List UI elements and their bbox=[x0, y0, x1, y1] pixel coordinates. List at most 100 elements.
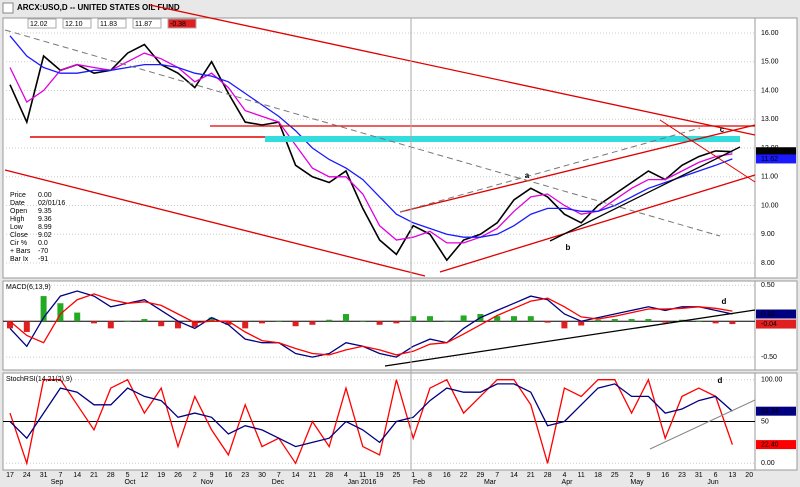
histogram-bar bbox=[628, 319, 635, 322]
histogram-bar bbox=[712, 321, 719, 324]
x-tick-label: 30 bbox=[258, 472, 266, 479]
month-label: Nov bbox=[201, 479, 214, 486]
series-line bbox=[9, 35, 733, 238]
x-tick-label: 2 bbox=[630, 472, 634, 479]
y-tick-label: 11.00 bbox=[761, 174, 778, 181]
y-tick-label: 100.00 bbox=[761, 377, 783, 384]
histogram-bar bbox=[460, 315, 467, 322]
histogram-bar bbox=[40, 296, 47, 322]
x-tick-label: 14 bbox=[510, 472, 518, 479]
x-tick-label: 18 bbox=[594, 472, 602, 479]
series-line bbox=[9, 383, 733, 448]
last-value-tag bbox=[756, 309, 796, 319]
histogram-bar bbox=[443, 321, 450, 322]
last-value-tag bbox=[756, 406, 796, 416]
last-value-tag bbox=[756, 319, 796, 329]
x-tick-label: 11 bbox=[578, 472, 585, 479]
histogram-bar bbox=[225, 321, 232, 325]
quote-box bbox=[97, 18, 127, 29]
histogram-bar bbox=[595, 319, 601, 322]
trendline bbox=[4, 29, 721, 237]
histogram-bar bbox=[158, 321, 165, 327]
x-tick-label: 20 bbox=[745, 472, 753, 479]
histogram-bar bbox=[410, 316, 417, 322]
histogram-bar bbox=[611, 319, 618, 322]
histogram-bar bbox=[309, 321, 316, 325]
header-title: ARCX:USO,D -- UNITED STATES OIL FUND bbox=[17, 3, 180, 12]
info-value: 0.00 bbox=[38, 192, 52, 199]
x-tick-label: 24 bbox=[23, 472, 31, 479]
x-tick-label: 4 bbox=[562, 472, 566, 479]
last-value-label: 62.34 bbox=[761, 408, 779, 415]
x-tick-label: 11 bbox=[359, 472, 366, 479]
annotation: b bbox=[566, 243, 571, 252]
quote-box bbox=[62, 18, 92, 29]
info-label: High bbox=[10, 216, 25, 223]
x-tick-label: 16 bbox=[443, 472, 451, 479]
histogram-bar bbox=[107, 321, 114, 329]
quote-box bbox=[167, 18, 197, 29]
month-label: Apr bbox=[562, 479, 574, 486]
quote: 11.87 bbox=[135, 21, 152, 28]
info-value: 9.35 bbox=[38, 208, 52, 215]
annotation: a bbox=[525, 171, 530, 180]
trendline bbox=[149, 4, 756, 136]
histogram-bar bbox=[141, 319, 148, 322]
histogram-bar bbox=[343, 314, 349, 322]
month-label: Jun bbox=[707, 479, 718, 486]
last-value-tag bbox=[756, 154, 796, 164]
info-label: Cir % bbox=[10, 240, 27, 247]
trendlines bbox=[4, 4, 756, 470]
info-label: + Bars bbox=[10, 248, 31, 255]
x-tick-label: 28 bbox=[325, 472, 333, 479]
x-tick-label: 28 bbox=[544, 472, 552, 479]
quote: 11.83 bbox=[100, 21, 117, 28]
x-tick-label: 25 bbox=[393, 472, 401, 479]
series-line bbox=[9, 52, 733, 244]
series-line bbox=[9, 293, 733, 356]
x-tick-label: 6 bbox=[714, 472, 718, 479]
info-label: Close bbox=[10, 232, 28, 239]
x-tick-label: 28 bbox=[107, 472, 115, 479]
trendline bbox=[384, 309, 756, 367]
histogram-bar bbox=[259, 321, 265, 324]
histogram-bar bbox=[191, 321, 198, 327]
last-value-label: 0.10 bbox=[761, 311, 775, 318]
histogram-bar bbox=[208, 317, 215, 322]
histogram-bar bbox=[326, 319, 333, 322]
histogram-bar bbox=[124, 321, 131, 322]
annotation: d bbox=[722, 297, 727, 306]
info-value: -91 bbox=[38, 256, 48, 263]
x-tick-label: 23 bbox=[241, 472, 249, 479]
histogram-bar bbox=[175, 321, 181, 329]
y-tick-label: 0.00 bbox=[761, 460, 775, 467]
x-tick-label: 23 bbox=[678, 472, 686, 479]
x-tick-label: 14 bbox=[292, 472, 300, 479]
info-value: 9.02 bbox=[38, 232, 52, 239]
x-tick-label: 19 bbox=[157, 472, 165, 479]
histogram-bar bbox=[7, 321, 13, 329]
histogram-bar bbox=[578, 321, 585, 326]
info-value: 02/01/16 bbox=[38, 200, 65, 207]
x-tick-label: 21 bbox=[527, 472, 535, 479]
info-label: Price bbox=[10, 192, 26, 199]
month-label: Oct bbox=[125, 479, 136, 486]
x-tick-label: 14 bbox=[73, 472, 81, 479]
histogram-bar bbox=[427, 316, 433, 322]
series-line bbox=[9, 43, 733, 262]
icon bbox=[2, 2, 14, 14]
histogram-bar bbox=[376, 321, 383, 325]
info-label: Date bbox=[10, 200, 25, 207]
histogram-bar bbox=[511, 316, 517, 322]
last-value-tag bbox=[756, 440, 796, 450]
x-tick-label: 1 bbox=[411, 472, 415, 479]
histogram-bar bbox=[662, 321, 669, 323]
trendline bbox=[549, 146, 741, 242]
y-tick-label: 16.00 bbox=[761, 30, 779, 37]
y-tick-label: 9.00 bbox=[761, 231, 775, 238]
panels bbox=[2, 17, 798, 471]
trendline bbox=[659, 119, 756, 183]
quote-box bbox=[27, 18, 57, 29]
y-tick-label: 10.00 bbox=[761, 202, 779, 209]
